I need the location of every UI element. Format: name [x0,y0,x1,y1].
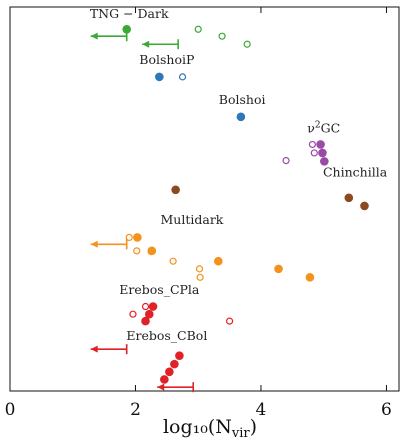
group-label: Chinchilla [323,165,388,180]
filled-point [160,375,169,384]
open-point [195,265,204,273]
data-marks [90,24,369,393]
filled-point [344,193,354,203]
filled-point [141,316,150,326]
upper-limit-arrowhead [157,383,165,391]
filled-point [360,201,369,211]
filled-point [236,112,246,122]
group-label: ν2GC [307,121,340,136]
filled-point [148,302,158,311]
open-point [308,140,317,149]
group-label: Erebos_CPla [119,282,200,297]
x-tick-label: 0 [5,400,16,420]
filled-point [316,140,325,149]
filled-point [133,233,142,242]
x-tick-label: 6 [381,400,392,420]
open-point [141,302,150,311]
group-label: Bolshoi [219,92,266,107]
open-point [194,25,202,33]
x-axis-label: log₁₀(Nvir) [163,416,257,441]
filled-point [171,185,180,195]
open-point [196,273,204,281]
upper-limit-arrowhead [142,40,150,48]
upper-limit-arrowhead [90,240,98,248]
open-point [282,157,290,165]
group-label: BolshoiP [139,52,194,67]
upper-limit-arrowhead [90,32,98,40]
group-label: Multidark [161,212,224,227]
filled-point [320,157,329,166]
plot-frame [9,6,400,392]
open-point [178,73,187,81]
x-axis-ticks: 0 2 4 6 [5,7,392,420]
filled-point [155,72,164,82]
group-label: TNG − Dark [90,6,169,21]
filled-point [175,351,184,360]
open-point [129,310,137,318]
filled-point [274,264,283,274]
group-label: Erebos_CBol [126,328,207,343]
open-point [310,149,318,157]
group-labels: TNG − Dark BolshoiP Bolshoi ν2GC Chinchilla M… [90,6,388,343]
open-point [133,247,141,255]
filled-point [318,148,327,158]
open-point [218,32,226,40]
x-tick-label: 4 [256,400,267,420]
filled-point [147,246,157,256]
filled-point [305,273,315,282]
upper-limit-arrowhead [90,345,98,353]
x-axis-label-close: ) [250,416,257,438]
open-point [225,317,234,325]
filled-point [122,24,131,34]
open-point [243,40,251,48]
open-point [125,233,133,241]
filled-point [170,359,179,369]
x-tick-label: 2 [130,400,141,420]
filled-point [165,367,174,377]
open-point [169,257,177,265]
filled-point [214,256,223,266]
filled-point [144,309,154,319]
x-axis-label-subscript: vir [231,426,251,441]
